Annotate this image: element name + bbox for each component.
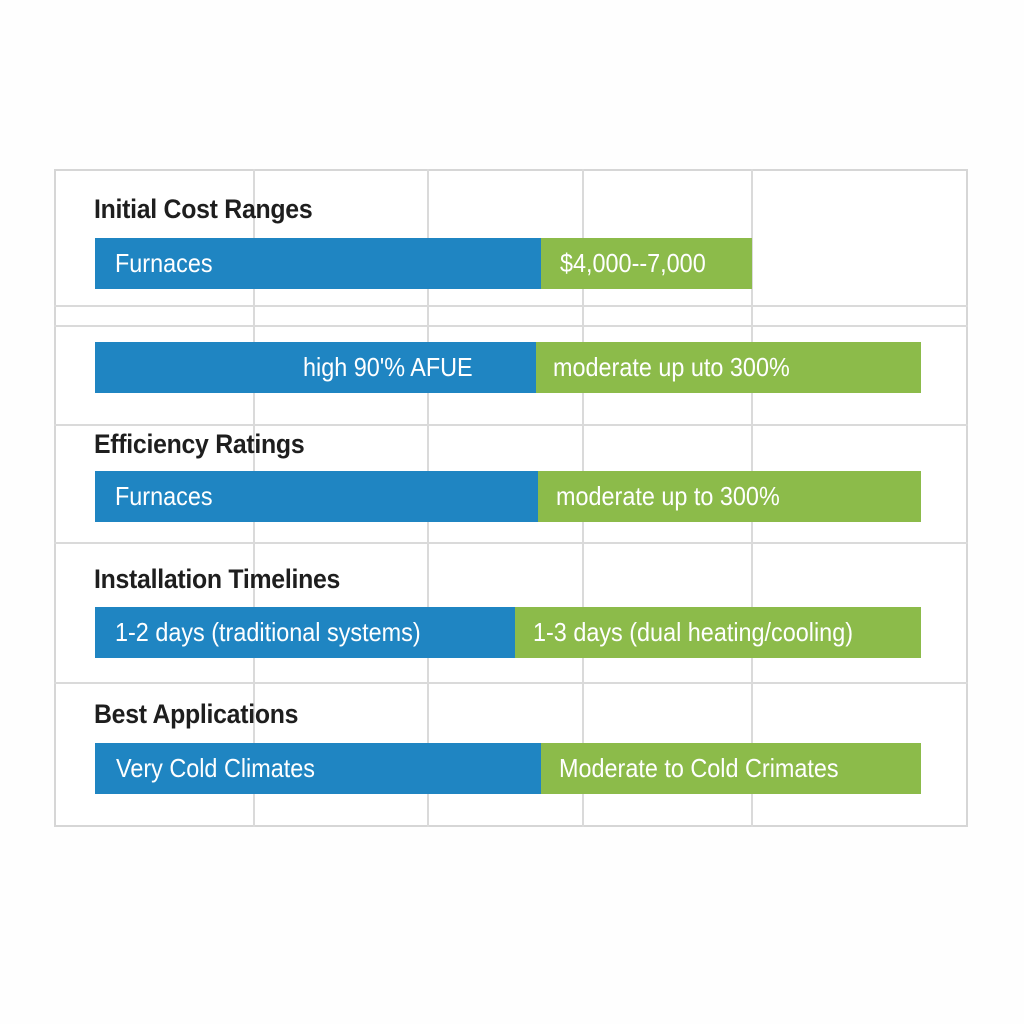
grid-hline-4 [54, 542, 968, 544]
bar-row-afue: high 90'% AFUE moderate up uto 300% [95, 342, 921, 393]
grid-hline-2 [54, 325, 968, 327]
heat-pump-bar-label: $4,000--7,000 [560, 248, 706, 278]
heat-pump-bar-segment: Moderate to Cold Crimates [541, 743, 921, 794]
grid-hline-1 [54, 305, 968, 307]
furnace-bar-segment: high 90'% AFUE [95, 342, 536, 393]
furnace-bar-label: high 90'% AFUE [303, 352, 473, 382]
section-title-best-applications: Best Applications [94, 699, 299, 729]
section-title-initial-cost: Initial Cost Ranges [94, 194, 313, 224]
furnace-bar-segment: Furnaces [95, 471, 538, 522]
section-title-efficiency: Efficiency Ratings [94, 429, 305, 459]
heat-pump-bar-label: moderate up uto 300% [553, 352, 790, 382]
furnace-bar-label: Very Cold Climates [116, 753, 315, 783]
heat-pump-bar-segment: $4,000--7,000 [541, 238, 752, 289]
heat-pump-bar-label: moderate up to 300% [556, 481, 780, 511]
heat-pump-bar-segment: moderate up uto 300% [536, 342, 921, 393]
furnace-bar-label: Furnaces [115, 481, 213, 511]
bar-row-best-applications: Very Cold Climates Moderate to Cold Crim… [95, 743, 921, 794]
furnace-bar-segment: Very Cold Climates [95, 743, 541, 794]
bar-row-efficiency: Furnaces moderate up to 300% [95, 471, 921, 522]
furnace-bar-label: 1-2 days (traditional systems) [115, 617, 421, 647]
furnace-bar-segment: 1-2 days (traditional systems) [95, 607, 515, 658]
heat-pump-bar-segment: 1-3 days (dual heating/cooling) [515, 607, 921, 658]
furnace-bar-segment: Furnaces [95, 238, 541, 289]
grid-hline-5 [54, 682, 968, 684]
grid-hline-3 [54, 424, 968, 426]
furnace-bar-label: Furnaces [115, 248, 213, 278]
heat-pump-bar-label: Moderate to Cold Crimates [559, 753, 839, 783]
heat-pump-bar-label: 1-3 days (dual heating/cooling) [533, 617, 854, 647]
section-title-installation: Installation Timelines [94, 564, 341, 594]
heat-pump-bar-segment: moderate up to 300% [538, 471, 921, 522]
bar-row-initial-cost: Furnaces $4,000--7,000 [95, 238, 752, 289]
bar-row-installation: 1-2 days (traditional systems) 1-3 days … [95, 607, 921, 658]
